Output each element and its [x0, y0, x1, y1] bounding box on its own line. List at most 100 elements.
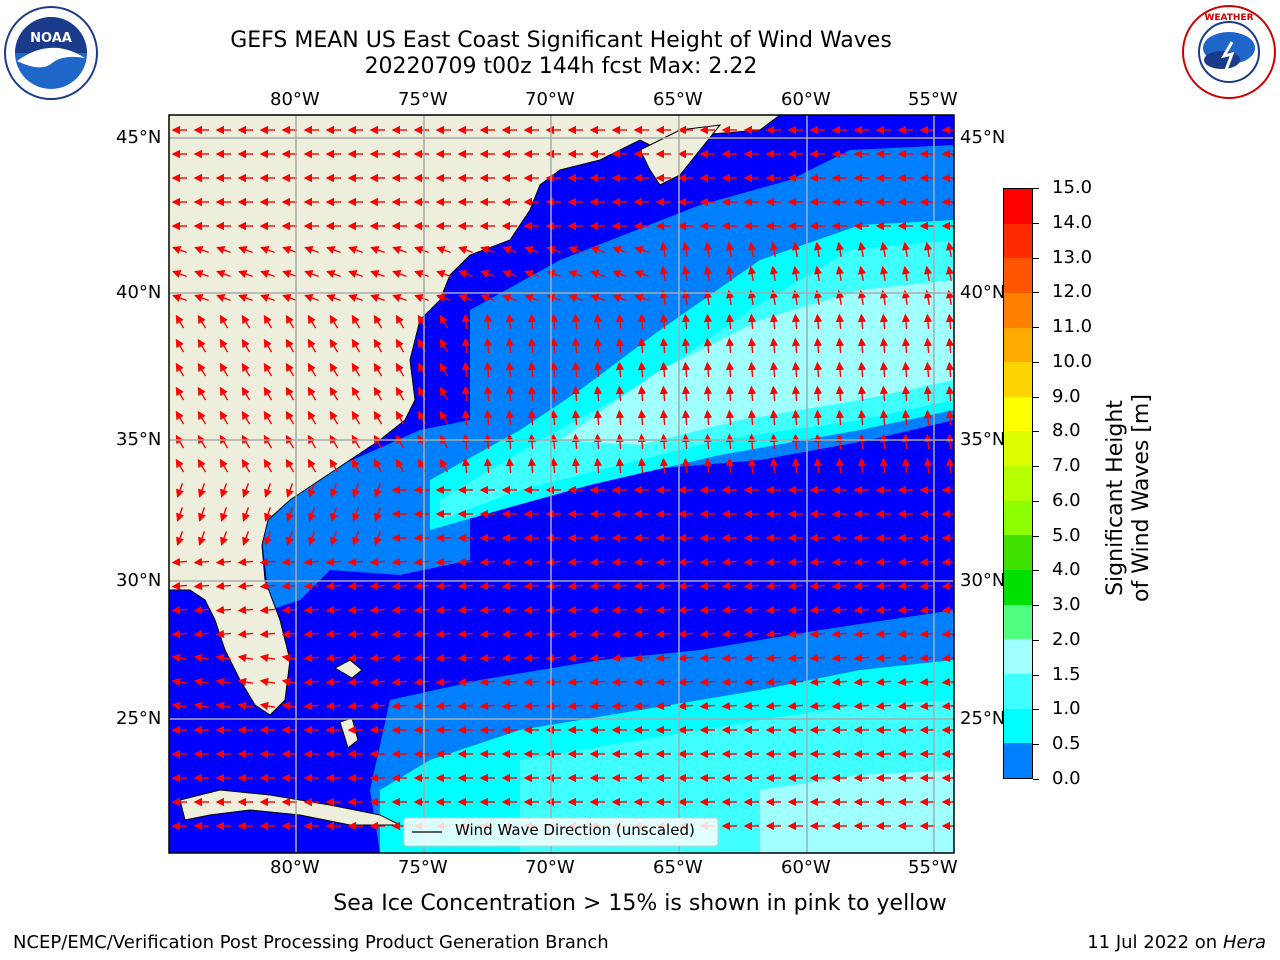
colorbar-segment [1004, 327, 1032, 363]
wind-wave-arrow [263, 458, 273, 473]
wind-wave-arrow [281, 701, 298, 711]
lon-label-top-60w: 60°W [781, 89, 831, 110]
colorbar-tick-label: 12.0 [1052, 281, 1093, 303]
wind-wave-arrow [919, 629, 936, 639]
wind-wave-arrow [677, 653, 694, 663]
wind-wave-arrow [835, 433, 845, 450]
colorbar-tick-mark [1033, 396, 1039, 398]
wind-wave-arrow [263, 386, 273, 401]
wind-wave-arrow [743, 677, 760, 687]
wind-wave-arrow [634, 270, 649, 278]
wind-wave-arrow [923, 433, 933, 450]
wind-wave-arrow [483, 409, 493, 426]
wind-wave-arrow [308, 483, 316, 498]
wind-wave-arrow [879, 313, 889, 330]
wind-wave-arrow [831, 581, 848, 591]
wind-wave-arrow [242, 483, 250, 498]
colorbar-tick-mark [1033, 709, 1039, 711]
wind-wave-arrow [549, 385, 559, 402]
wind-wave-arrow [703, 313, 713, 330]
wind-wave-arrow [395, 434, 405, 449]
wind-wave-arrow [857, 337, 867, 354]
wind-wave-arrow [923, 457, 933, 474]
wind-wave-arrow [787, 701, 804, 711]
wind-wave-arrow [809, 605, 826, 615]
wind-wave-arrow [637, 409, 647, 426]
wind-wave-arrow [351, 458, 361, 473]
wind-wave-arrow [831, 677, 848, 687]
wind-wave-arrow [395, 410, 405, 425]
wind-wave-arrow [241, 362, 251, 377]
wind-wave-arrow [589, 701, 606, 711]
wind-wave-arrow [286, 507, 294, 522]
wind-wave-arrow [809, 677, 826, 687]
wind-wave-arrow [945, 361, 954, 378]
wind-wave-arrow [370, 270, 385, 278]
wind-wave-arrow [589, 677, 606, 687]
wind-wave-arrow [260, 270, 275, 278]
chart-subtitle: 20220709 t00z 144h fcst Max: 2.22 [364, 54, 758, 79]
wind-wave-arrow [615, 361, 625, 378]
wind-wave-arrow [483, 433, 493, 450]
colorbar-segment [1004, 673, 1032, 709]
wind-wave-arrow [241, 386, 251, 401]
wind-wave-arrow [436, 246, 451, 254]
wind-wave-arrow [634, 294, 649, 302]
wind-wave-arrow [655, 557, 672, 567]
colorbar-tick-label: 1.5 [1052, 663, 1081, 685]
wind-wave-arrow [479, 701, 496, 711]
wind-wave-arrow [395, 362, 405, 377]
wind-wave-arrow [527, 409, 537, 426]
wind-wave-arrow [285, 434, 295, 449]
wind-wave-arrow [194, 246, 209, 254]
wind-wave-arrow [681, 313, 691, 330]
wind-wave-arrow [197, 314, 207, 329]
wind-wave-arrow [593, 457, 603, 474]
wind-wave-arrow [263, 434, 273, 449]
wind-wave-arrow [611, 581, 628, 591]
wind-wave-arrow [329, 338, 339, 353]
wind-wave-arrow [813, 361, 823, 378]
wind-wave-arrow [721, 605, 738, 615]
nws-logo: WEATHER [1180, 4, 1278, 100]
wind-wave-arrow [571, 337, 581, 354]
wind-wave-arrow [633, 557, 650, 567]
wind-wave-arrow [725, 313, 735, 330]
wind-wave-arrow [835, 409, 845, 426]
wind-wave-arrow [941, 605, 954, 615]
wind-wave-arrow [568, 270, 583, 278]
colorbar-tick-mark [1033, 222, 1039, 224]
wind-wave-arrow [703, 457, 713, 474]
wind-wave-arrow [747, 385, 757, 402]
wind-wave-arrow [853, 581, 870, 591]
wind-wave-arrow [747, 265, 757, 282]
colorbar-segment [1004, 570, 1032, 605]
colorbar-tick-label: 15.0 [1052, 177, 1093, 198]
wind-wave-arrow [176, 483, 184, 498]
wind-wave-arrow [875, 629, 892, 639]
wind-wave-arrow [461, 313, 471, 330]
colorbar-segment [1004, 292, 1032, 328]
wind-wave-arrow [175, 410, 185, 425]
wind-wave-arrow [765, 581, 782, 591]
wind-wave-arrow [347, 629, 364, 639]
wind-wave-arrow [879, 241, 889, 258]
wind-wave-arrow [281, 557, 298, 567]
wind-wave-arrow [857, 265, 867, 282]
wind-wave-arrow [172, 246, 187, 254]
wind-wave-arrow [237, 677, 254, 687]
wind-wave-arrow [633, 629, 650, 639]
wind-wave-arrow [373, 458, 383, 473]
wind-wave-arrow [307, 434, 317, 449]
wind-wave-arrow [901, 385, 911, 402]
lat-label-left-45n: 45°N [116, 127, 162, 148]
wind-wave-arrow [743, 629, 760, 639]
wind-wave-arrow [348, 294, 363, 302]
wind-wave-arrow [523, 653, 540, 663]
lat-label-right-25n: 25°N [960, 708, 1006, 729]
wind-wave-arrow [307, 338, 317, 353]
wind-wave-arrow [523, 677, 540, 687]
wind-wave-arrow [237, 629, 254, 639]
wind-wave-arrow [369, 653, 386, 663]
